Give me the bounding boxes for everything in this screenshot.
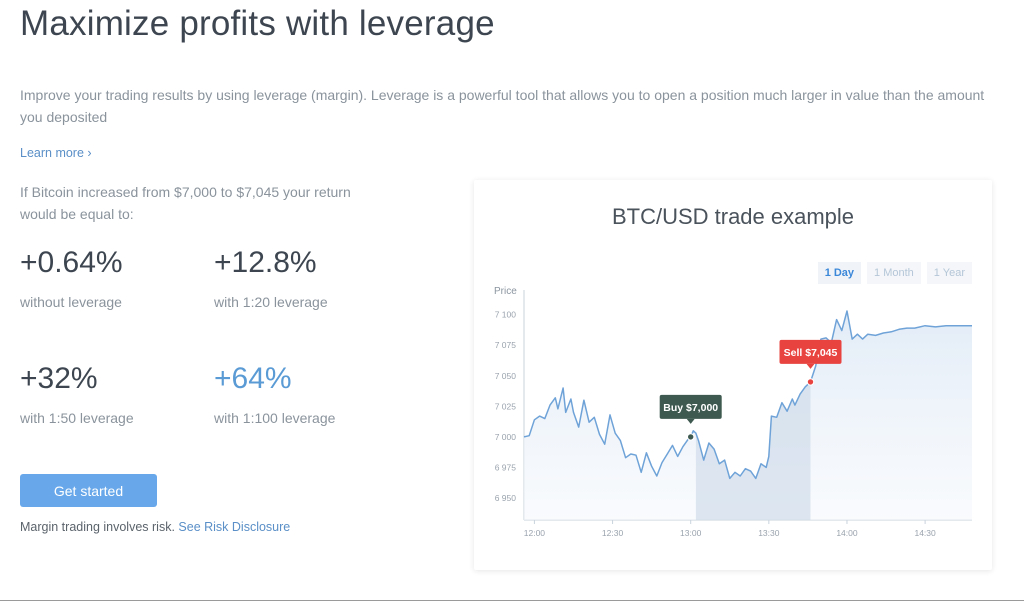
y-tick-label: 7 100 (495, 310, 517, 320)
x-tick-label: 12:00 (524, 528, 546, 538)
y-axis-label: Price (494, 286, 517, 297)
stat-leverage-1-50: +32% with 1:50 leverage (20, 362, 200, 426)
price-chart: Price 6 950 6 975 7 000 7 025 7 050 7 075 7 100… (494, 286, 972, 538)
stat-value: +32% (20, 362, 98, 395)
risk-text: Margin trading involves risk. (20, 520, 175, 534)
y-tick-label: 6 950 (495, 493, 517, 503)
trade-range-highlight (695, 381, 811, 520)
x-tick-label: 14:30 (914, 528, 936, 538)
x-tick-label: 14:00 (836, 528, 858, 538)
learn-more-link[interactable]: Learn more › (20, 146, 92, 160)
buy-badge (659, 394, 722, 419)
sell-badge-pointer (806, 363, 815, 369)
tab-1-year[interactable]: 1 Year (926, 262, 972, 284)
stat-value: +0.64% (20, 246, 123, 279)
stat-label: with 1:20 leverage (214, 294, 328, 310)
buy-marker (686, 433, 695, 441)
x-tick-label: 12:30 (602, 528, 624, 538)
example-description: If Bitcoin increased from $7,000 to $7,0… (20, 184, 351, 222)
chart-card: Price 6 950 6 975 7 000 7 025 7 050 7 075 7 100… (474, 180, 992, 570)
stat-value: +64% (214, 362, 292, 395)
buy-badge-pointer (686, 418, 695, 424)
buy-badge-label: Buy $7,000 (663, 402, 718, 414)
intro-text: Improve your trading results by using le… (20, 87, 985, 125)
y-tick-label: 7 025 (495, 401, 517, 411)
y-tick-label: 6 975 (495, 462, 517, 472)
stat-leverage-1-20: +12.8% with 1:20 leverage (214, 246, 394, 310)
stat-label: with 1:100 leverage (214, 410, 336, 426)
divider (0, 600, 1024, 601)
get-started-button[interactable]: Get started (20, 474, 157, 507)
y-tick-label: 7 050 (495, 371, 517, 381)
sell-badge (779, 339, 842, 364)
x-tick-label: 13:30 (758, 528, 780, 538)
stat-no-leverage: +0.64% without leverage (20, 246, 200, 310)
risk-disclosure-link[interactable]: See Risk Disclosure (178, 520, 291, 534)
tab-1-month[interactable]: 1 Month (867, 262, 921, 284)
risk-notice: Margin trading involves risk. See Risk D… (20, 520, 290, 534)
y-tick-label: 7 000 (495, 432, 517, 442)
chart-title: BTC/USD trade example (611, 204, 855, 229)
y-tick-label: 7 075 (495, 340, 517, 350)
sell-marker (806, 378, 815, 386)
tab-1-day[interactable]: 1 Day (817, 262, 862, 284)
stat-value: +12.8% (214, 246, 317, 279)
sell-badge-label: Sell $7,045 (784, 347, 838, 359)
price-area (524, 311, 972, 520)
stat-label: without leverage (20, 294, 122, 310)
x-tick-label: 13:00 (680, 528, 702, 538)
price-line (523, 310, 972, 480)
page-title: Maximize profits with leverage (20, 4, 495, 43)
range-tabs: 1 Day 1 Month 1 Year (817, 262, 972, 284)
stat-label: with 1:50 leverage (20, 410, 134, 426)
stat-leverage-1-100: +64% with 1:100 leverage (214, 362, 394, 426)
